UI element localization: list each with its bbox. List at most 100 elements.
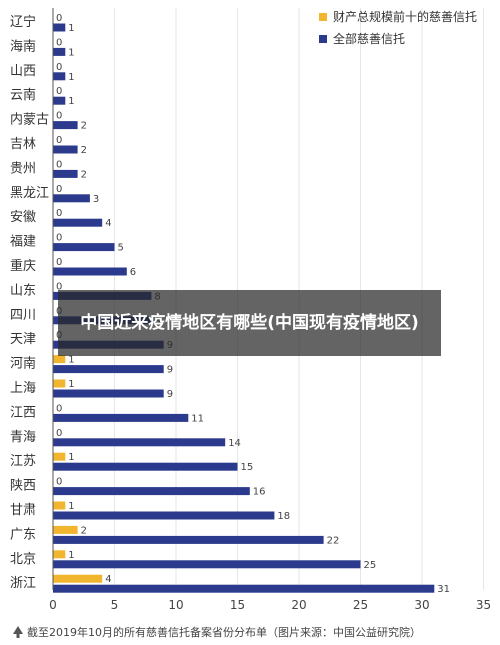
bar-all (53, 389, 164, 398)
bar-all (53, 438, 226, 447)
legend-swatch-all (319, 35, 327, 43)
data-label-top10: 4 (105, 574, 111, 585)
data-label-top10: 1 (68, 501, 74, 512)
bar-all (53, 413, 189, 422)
bar-all (53, 560, 361, 569)
data-label-top10: 0 (56, 281, 62, 292)
x-tick-label: 10 (168, 598, 183, 612)
data-label-top10: 1 (68, 452, 74, 463)
category-label: 辽宁 (10, 14, 36, 30)
category-label: 贵州 (10, 161, 36, 176)
category-label: 山东 (10, 283, 36, 298)
x-tick-label: 25 (353, 598, 368, 612)
data-label-all: 4 (105, 218, 111, 229)
category-label: 北京 (10, 552, 36, 567)
bar-top10 (53, 574, 103, 583)
data-label-all: 1 (68, 47, 74, 58)
data-label-top10: 0 (56, 208, 62, 219)
category-label: 浙江 (10, 576, 36, 591)
footnote: 截至2019年10月的所有慈善信托备案省份分布单（图片来源：中国公益研究院） (13, 625, 421, 639)
bar-all (53, 243, 115, 252)
category-label: 陕西 (10, 479, 36, 494)
category-label: 安徽 (10, 210, 36, 225)
x-tick-label: 20 (291, 598, 306, 612)
data-label-top10: 0 (56, 233, 62, 244)
bar-top10 (53, 550, 66, 559)
bar-all (53, 365, 164, 374)
data-label-top10: 0 (56, 37, 62, 48)
category-label: 江苏 (10, 453, 36, 469)
category-label: 海南 (10, 38, 36, 54)
bar-all (53, 96, 66, 105)
bar-all (53, 145, 78, 154)
data-label-all: 15 (241, 462, 254, 473)
bar-top10 (53, 501, 66, 510)
bar-top10 (53, 355, 66, 364)
data-label-all: 5 (118, 243, 124, 254)
data-label-top10: 2 (81, 525, 87, 536)
legend-swatch-top10 (319, 13, 327, 21)
category-label: 重庆 (10, 258, 36, 274)
legend-label-all: 全部慈善信托 (333, 31, 405, 46)
category-label: 吉林 (10, 137, 36, 152)
category-labels: 辽宁海南山西云南内蒙古吉林贵州黑龙江安徽福建重庆山东四川天津河南上海江西青海江苏… (10, 14, 49, 591)
x-axis-ticks: 0 5 10 15 20 25 30 35 (49, 598, 491, 612)
data-label-top10: 0 (56, 428, 62, 439)
data-label-all: 2 (81, 121, 87, 132)
category-label: 甘肃 (10, 503, 36, 518)
overlay-title-banner: 中国近来疫情地区有哪些(中国现有疫情地区) (58, 290, 441, 356)
bar-top10 (53, 379, 66, 388)
bar-all (53, 23, 66, 32)
data-label-top10: 1 (68, 379, 74, 390)
bar-all (53, 535, 324, 544)
data-label-all: 31 (437, 584, 450, 595)
data-label-all: 1 (68, 96, 74, 107)
bar-all (53, 194, 90, 203)
category-label: 山西 (10, 64, 36, 79)
category-label: 黑龙江 (10, 186, 49, 201)
category-label: 福建 (10, 235, 36, 250)
data-label-top10: 0 (56, 184, 62, 195)
data-label-all: 2 (81, 169, 87, 180)
bar-all (53, 169, 78, 178)
data-label-top10: 0 (56, 159, 62, 170)
legend: 财产总规模前十的慈善信托 全部慈善信托 (319, 9, 477, 46)
bar-all (53, 584, 435, 593)
category-label: 内蒙古 (10, 112, 49, 128)
data-label-top10: 0 (56, 111, 62, 122)
bar-all (53, 218, 103, 227)
data-label-top10: 1 (68, 550, 74, 561)
data-label-top10: 0 (56, 86, 62, 97)
category-label: 天津 (10, 332, 36, 347)
bar-all (53, 121, 78, 130)
data-label-all: 2 (81, 145, 87, 156)
bar-all (53, 487, 250, 496)
data-label-top10: 0 (56, 62, 62, 73)
x-tick-label: 0 (49, 598, 57, 612)
data-label-all: 11 (191, 413, 204, 424)
data-label-all: 16 (253, 487, 266, 498)
overlay-title: 中国近来疫情地区有哪些(中国现有疫情地区) (80, 313, 419, 333)
x-tick-label: 15 (230, 598, 245, 612)
data-label-top10: 0 (56, 257, 62, 268)
data-label-all: 18 (277, 511, 290, 522)
bar-top10 (53, 452, 66, 461)
bar-all (53, 47, 66, 56)
x-tick-label: 5 (111, 598, 119, 612)
data-label-top10: 0 (56, 477, 62, 488)
footnote-text: 截至2019年10月的所有慈善信托备案省份分布单（图片来源：中国公益研究院） (27, 625, 421, 639)
arrow-up-icon (13, 626, 23, 638)
category-label: 上海 (10, 381, 36, 396)
data-label-all: 25 (364, 560, 377, 571)
bar-all (53, 511, 275, 520)
category-label: 青海 (10, 430, 36, 445)
category-label: 四川 (10, 308, 36, 323)
category-label: 河南 (10, 356, 36, 372)
bar-all (53, 72, 66, 81)
data-label-all: 3 (93, 194, 99, 205)
bars: 0101010102020203040506080809191901101411… (53, 13, 450, 595)
data-label-top10: 1 (68, 355, 74, 366)
data-label-all: 9 (167, 389, 173, 400)
legend-label-top10: 财产总规模前十的慈善信托 (333, 9, 477, 24)
data-label-all: 1 (68, 23, 74, 34)
